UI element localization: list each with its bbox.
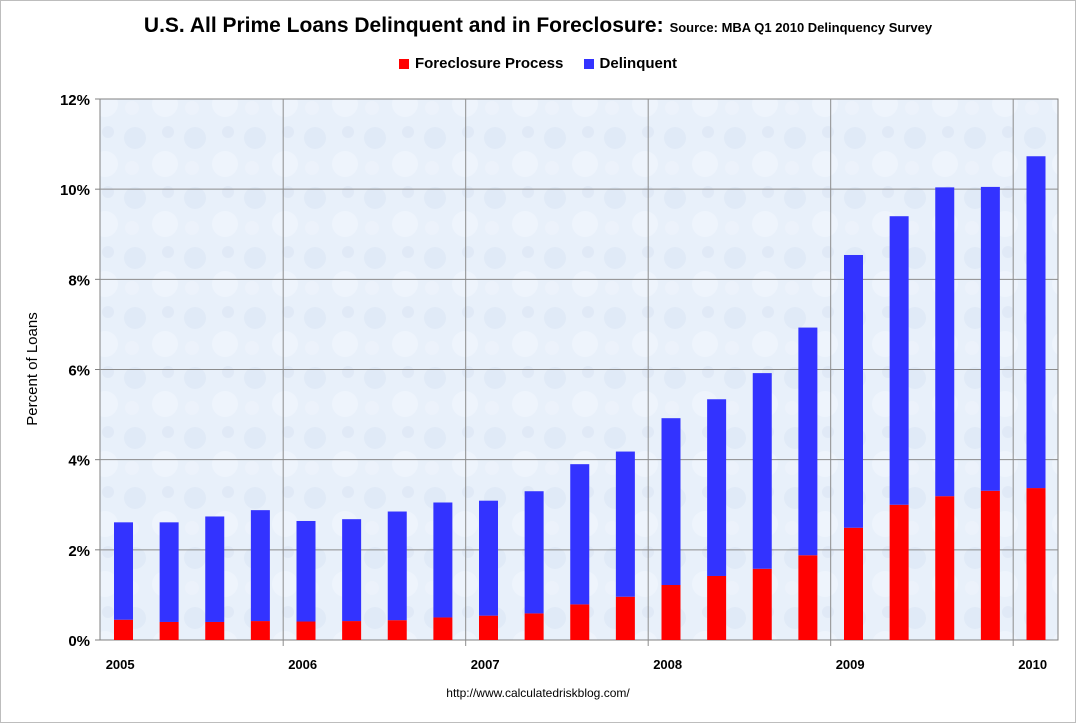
bar-delinquent [935,187,955,497]
bar-foreclosure [752,568,772,640]
legend-swatch-foreclosure [398,59,409,70]
bar-delinquent [798,327,818,556]
x-year-label: 2008 [653,657,682,672]
bar-foreclosure [707,575,727,640]
chart-header: U.S. All Prime Loans Delinquent and in F… [0,14,1076,38]
y-tick-label: 4% [68,453,90,470]
bar-delinquent [250,510,270,622]
bar-foreclosure [615,596,635,640]
bar-foreclosure [661,584,681,640]
bar-foreclosure [980,490,1000,640]
y-tick-label: 8% [68,272,90,289]
bar-delinquent [524,491,544,614]
chart-title: U.S. All Prime Loans Delinquent and in F… [143,14,664,37]
bar-foreclosure [205,621,225,640]
bar-foreclosure [935,496,955,640]
y-axis-label: Percent of Loans [24,312,41,425]
bar-delinquent [159,522,179,622]
bar-delinquent [980,186,1000,491]
bar-foreclosure [433,617,453,640]
bar-delinquent [570,464,590,605]
y-tick-label: 0% [68,633,90,650]
bar-delinquent [479,500,498,616]
legend-label-foreclosure: Foreclosure Process [414,55,564,72]
x-year-label: 2010 [1018,657,1047,672]
bar-delinquent [114,522,133,620]
bar-delinquent [433,502,453,618]
bar-delinquent [342,519,362,622]
bar-delinquent [205,516,225,622]
y-tick-label: 12% [60,92,90,109]
y-tick-label: 6% [68,363,90,380]
bar-delinquent [296,520,316,622]
bar-foreclosure [250,621,270,640]
legend-label-delinquent: Delinquent [599,55,678,72]
bar-delinquent [661,418,681,585]
bar-delinquent [387,511,407,621]
y-tick-label: 2% [68,543,90,560]
source-url: http://www.calculatedriskblog.com/ [446,686,630,700]
bar-foreclosure [159,621,179,640]
x-year-label: 2005 [106,657,135,672]
legend-swatch-delinquent [583,59,594,70]
x-year-label: 2006 [288,657,317,672]
bar-delinquent [707,399,727,576]
bar-foreclosure [889,504,909,640]
chart-subtitle: Source: MBA Q1 2010 Delinquency Survey [669,20,933,35]
bar-foreclosure [342,621,362,640]
bar-delinquent [889,216,909,505]
bar-foreclosure [798,555,818,640]
bar-delinquent [1026,156,1046,489]
x-year-label: 2007 [471,657,500,672]
bar-delinquent [615,451,635,597]
bar-delinquent [844,254,863,528]
bar-foreclosure [524,613,544,640]
bar-foreclosure [387,620,407,640]
y-tick-label: 10% [60,182,90,199]
bar-foreclosure [479,615,498,640]
bar-foreclosure [296,621,316,640]
bar-foreclosure [1026,488,1046,640]
bar-foreclosure [844,527,863,640]
x-year-label: 2009 [836,657,865,672]
legend-item-foreclosure: Foreclosure Process [398,55,564,72]
chart-legend: Foreclosure Process Delinquent [0,55,1076,72]
bar-foreclosure [570,604,590,640]
bar-foreclosure [114,619,133,640]
legend-item-delinquent: Delinquent [583,55,678,72]
bar-delinquent [752,373,772,569]
